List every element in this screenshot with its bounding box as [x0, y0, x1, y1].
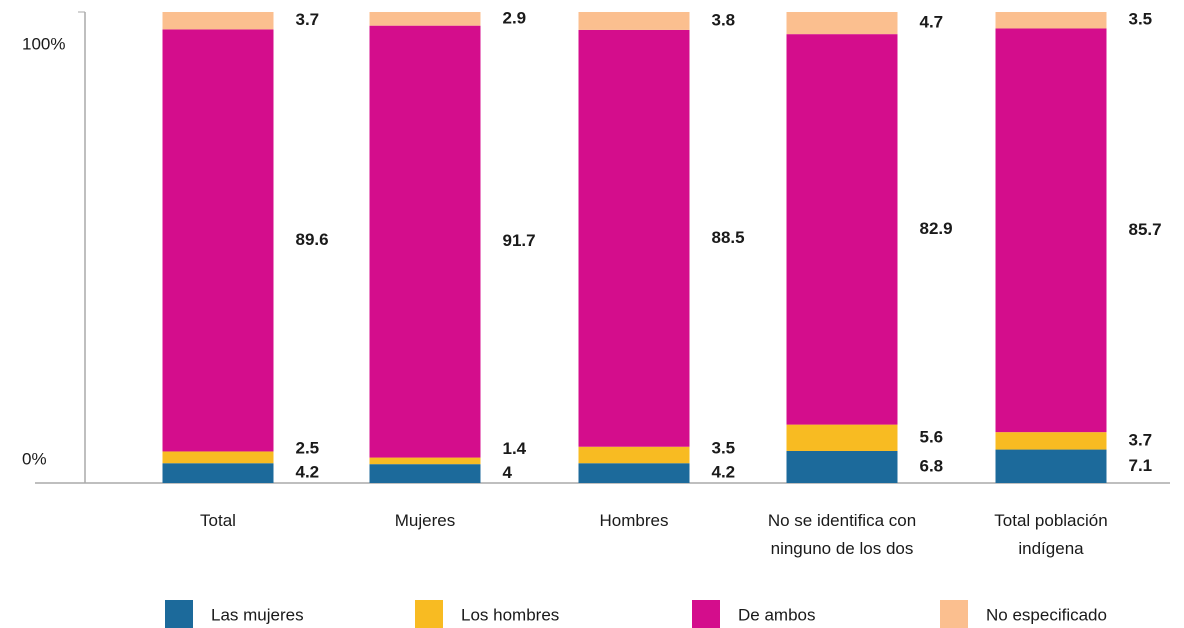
value-label: 3.5 — [712, 439, 736, 458]
x-tick-label: Total — [200, 511, 236, 530]
value-label: 4.2 — [296, 463, 320, 482]
value-label: 85.7 — [1129, 220, 1162, 239]
x-tick-label: Total población indígena — [994, 511, 1108, 558]
legend-item: Las mujeres — [165, 600, 304, 628]
bar-segment — [578, 446, 690, 464]
bar-segment — [786, 12, 898, 35]
bar-segment — [995, 28, 1107, 433]
bar-segment — [369, 12, 481, 26]
bar-segment — [786, 450, 898, 483]
bar-segment — [786, 424, 898, 451]
x-tick-label: Hombres — [599, 511, 669, 530]
bar-segment — [578, 463, 690, 483]
value-label: 2.5 — [296, 439, 320, 458]
value-label: 4 — [503, 463, 513, 482]
legend-label: No especificado — [986, 605, 1107, 624]
value-label: 3.5 — [1129, 10, 1153, 29]
y-tick-label: 0% — [22, 449, 47, 468]
value-label: 89.6 — [296, 230, 329, 249]
bar-segment — [162, 451, 274, 464]
value-label: 4.7 — [920, 13, 944, 32]
legend-swatch — [692, 600, 720, 628]
value-label: 5.6 — [920, 427, 944, 446]
bar-segment — [162, 12, 274, 30]
bar-segment — [995, 449, 1107, 483]
legend-label: Los hombres — [461, 605, 559, 624]
x-tick-label: No se identifica con ninguno de los dos — [767, 511, 917, 558]
bar-segment — [995, 12, 1107, 29]
bar-segment — [369, 25, 481, 458]
value-label: 88.5 — [712, 228, 745, 247]
value-label: 6.8 — [920, 456, 944, 475]
legend-swatch — [415, 600, 443, 628]
legend-swatch — [940, 600, 968, 628]
legend-item: Los hombres — [415, 600, 559, 628]
bar-segment — [786, 34, 898, 425]
legend-label: De ambos — [738, 605, 815, 624]
value-label: 2.9 — [503, 8, 527, 27]
bar-segment — [369, 464, 481, 483]
value-label: 91.7 — [503, 231, 536, 250]
value-label: 4.2 — [712, 463, 736, 482]
legend-item: No especificado — [940, 600, 1107, 628]
bar-segment — [162, 463, 274, 483]
value-label: 82.9 — [920, 219, 953, 238]
value-label: 3.7 — [1129, 430, 1153, 449]
value-label: 1.4 — [503, 439, 527, 458]
value-label: 3.8 — [712, 10, 736, 29]
bar-segment — [162, 29, 274, 452]
x-tick-label: Mujeres — [394, 511, 456, 530]
value-label: 7.1 — [1129, 456, 1153, 475]
bar-segment — [369, 457, 481, 465]
bar-segment — [578, 12, 690, 30]
legend-item: De ambos — [692, 600, 815, 628]
legend-swatch — [165, 600, 193, 628]
bar-segment — [578, 29, 690, 447]
legend-label: Las mujeres — [211, 605, 304, 624]
bar-segment — [995, 432, 1107, 450]
value-label: 3.7 — [296, 10, 320, 29]
y-tick-label: 100% — [22, 34, 65, 53]
